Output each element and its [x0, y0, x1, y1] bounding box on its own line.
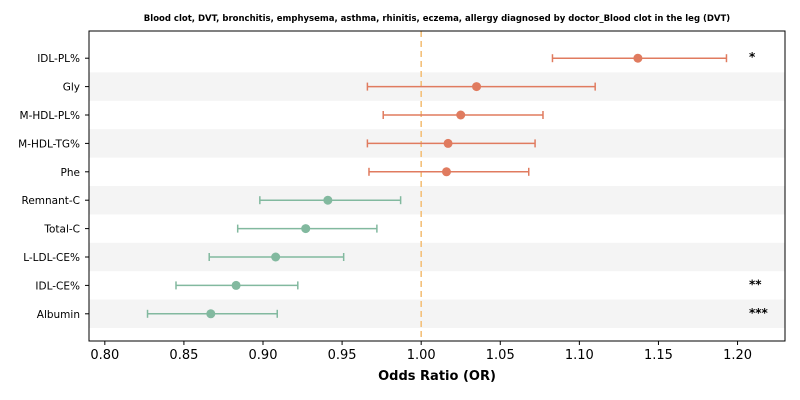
y-axis-labels: IDL-PL% Gly M-HDL-PL% M-HDL-TG% Phe Remnant-C…: [18, 53, 89, 321]
x-tick-label: 0.90: [249, 348, 278, 363]
forest-row-m-hdl-pl-: [382, 110, 544, 120]
y-tick-label: M-HDL-TG%: [18, 138, 80, 150]
axes-frame: [88, 30, 786, 342]
chart-title: Blood clot, DVT, bronchitis, emphysema, …: [144, 14, 731, 24]
y-tick-label: Remnant-C: [22, 195, 81, 207]
x-axis-ticks: 0.80 0.85 0.90 0.95 1.00 1.05 1.10 1.15 1.20: [90, 341, 752, 363]
data-marks: [146, 53, 728, 319]
y-tick-label: L-LDL-CE%: [23, 252, 80, 264]
y-tick-label: Gly: [63, 82, 80, 94]
x-tick-label: 0.80: [90, 348, 119, 363]
row-bands: [89, 72, 785, 328]
significance-marker: **: [749, 277, 762, 291]
significance-markers: ******: [749, 50, 769, 320]
row-band: [89, 186, 785, 215]
or-point: [231, 280, 241, 290]
y-tick-label: IDL-CE%: [35, 280, 80, 292]
forest-row-phe: [368, 167, 530, 177]
y-tick-label: Phe: [61, 167, 80, 179]
x-tick-label: 1.05: [486, 348, 515, 363]
forest-row-total-c: [236, 224, 378, 234]
or-point: [443, 138, 453, 148]
x-tick-label: 1.00: [407, 348, 436, 363]
y-tick-label: Albumin: [37, 309, 80, 321]
or-point: [633, 53, 643, 63]
row-band: [89, 242, 785, 272]
forest-row-albumin: [146, 309, 278, 319]
y-tick-label: IDL-PL%: [37, 53, 80, 65]
x-tick-label: 1.20: [723, 348, 752, 363]
x-axis-title: Odds Ratio (OR): [378, 369, 496, 384]
forest-row-m-hdl-tg-: [366, 138, 536, 148]
or-point: [456, 110, 466, 120]
x-tick-label: 1.15: [644, 348, 673, 363]
forest-row-remnant-c: [259, 195, 402, 205]
plot-frame: [88, 30, 786, 342]
or-point: [271, 252, 281, 262]
significance-marker: ***: [749, 306, 769, 320]
significance-marker: *: [749, 50, 756, 64]
or-point: [472, 82, 482, 92]
y-tick-label: M-HDL-PL%: [20, 110, 80, 122]
x-tick-label: 0.85: [169, 348, 198, 363]
or-point: [441, 167, 451, 177]
or-point: [206, 309, 216, 319]
or-point: [323, 195, 333, 205]
x-tick-label: 1.10: [565, 348, 594, 363]
forest-row-idl-pl-: [551, 53, 728, 63]
forest-row-idl-ce-: [175, 280, 299, 290]
or-point: [301, 224, 311, 234]
x-tick-label: 0.95: [328, 348, 357, 363]
forest-row-gly: [366, 82, 596, 92]
forest-row-l-ldl-ce-: [208, 252, 345, 262]
y-tick-label: Total-C: [43, 224, 80, 236]
